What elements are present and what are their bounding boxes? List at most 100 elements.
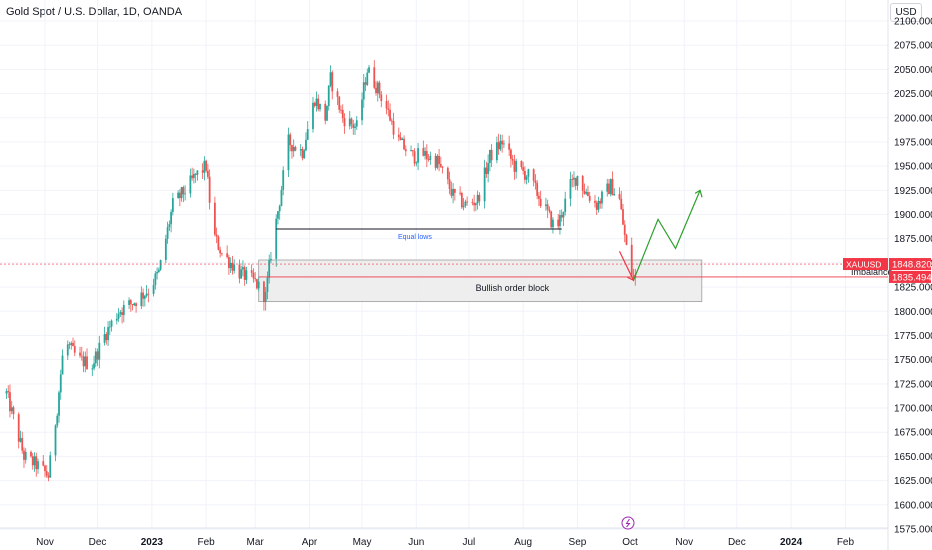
candle-body bbox=[450, 188, 453, 196]
candle-body bbox=[94, 351, 97, 364]
candle-body bbox=[594, 200, 596, 203]
candle-body bbox=[9, 392, 11, 412]
candle-body bbox=[495, 142, 498, 161]
candle-body bbox=[301, 149, 304, 159]
y-tick-label: 1725.000 bbox=[894, 379, 932, 390]
candle-body bbox=[392, 121, 395, 135]
candle-body bbox=[326, 105, 328, 121]
candle-body bbox=[157, 269, 160, 272]
candle-body bbox=[569, 179, 572, 199]
candle-body bbox=[520, 160, 523, 168]
candle-body bbox=[305, 139, 307, 151]
candle-body bbox=[490, 149, 493, 161]
candle-body bbox=[511, 158, 514, 161]
price-axis[interactable]: 1575.000 1600.000 1625.000 1650.000 1675.000… bbox=[843, 17, 932, 536]
candle-body bbox=[287, 134, 290, 171]
candle-body bbox=[515, 160, 518, 172]
candle-body bbox=[108, 326, 111, 328]
candle-body bbox=[630, 244, 633, 276]
candle-body bbox=[268, 260, 271, 278]
candle-body bbox=[380, 94, 383, 102]
candle-body bbox=[171, 198, 174, 212]
candle-body bbox=[439, 164, 442, 167]
y-tick-label: 2025.000 bbox=[894, 89, 932, 100]
order-block-label: Bullish order block bbox=[476, 283, 550, 293]
candle-body bbox=[66, 344, 69, 356]
candle-body bbox=[184, 193, 187, 195]
candle-body bbox=[252, 272, 255, 279]
y-tick-label: 1950.000 bbox=[894, 162, 932, 173]
candle-body bbox=[313, 102, 316, 106]
y-tick-label: 1600.000 bbox=[894, 500, 932, 511]
candle-body bbox=[312, 102, 314, 130]
candle-body bbox=[352, 124, 355, 128]
candle-body bbox=[539, 198, 542, 206]
candle-body bbox=[425, 151, 428, 160]
candle-body bbox=[336, 91, 339, 97]
candle-body bbox=[368, 67, 370, 73]
candle-body bbox=[47, 475, 50, 478]
candle-body bbox=[550, 211, 553, 228]
candle-body bbox=[340, 109, 342, 111]
candle-body bbox=[278, 205, 281, 212]
candle-body bbox=[417, 148, 419, 163]
candle-body bbox=[331, 72, 334, 92]
candle-body bbox=[110, 320, 113, 327]
candle-body bbox=[303, 150, 306, 159]
candle-body bbox=[460, 192, 463, 208]
candle-body bbox=[348, 118, 351, 127]
candle-body bbox=[264, 292, 267, 303]
candle-body bbox=[59, 374, 62, 393]
candles bbox=[5, 60, 637, 482]
candle-body bbox=[178, 192, 181, 199]
order-block-zone: Bullish order block bbox=[258, 259, 703, 303]
candle-body bbox=[562, 211, 565, 218]
symbol-title[interactable]: Gold Spot / U.S. Dollar, 1D, OANDA bbox=[6, 6, 183, 18]
candle-body bbox=[221, 253, 223, 255]
candle-body bbox=[410, 150, 412, 152]
candle-body bbox=[478, 194, 481, 202]
candle-body bbox=[122, 304, 125, 316]
candle-body bbox=[527, 169, 530, 177]
candle-body bbox=[299, 149, 302, 151]
candle-body bbox=[424, 151, 426, 156]
candle-body bbox=[219, 249, 222, 254]
y-tick-label: 1825.000 bbox=[894, 283, 932, 294]
candle-body bbox=[292, 146, 295, 152]
candle-body bbox=[289, 134, 292, 146]
candle-body bbox=[438, 155, 440, 165]
projection-arrow-head bbox=[694, 189, 703, 198]
candle-body bbox=[502, 143, 505, 145]
x-tick-label: Dec bbox=[728, 537, 746, 548]
time-axis[interactable]: Nov Dec 2023 Feb Mar Apr May Jun Jul Aug Sep Oct Nov… bbox=[36, 537, 854, 548]
currency-button[interactable]: USD bbox=[890, 3, 922, 22]
candle-body bbox=[45, 471, 48, 476]
candle-body bbox=[156, 271, 158, 274]
candle-body bbox=[501, 140, 504, 145]
candle-body bbox=[194, 173, 197, 175]
candle-body bbox=[315, 98, 318, 106]
candle-body bbox=[571, 179, 574, 180]
candle-body bbox=[548, 209, 551, 212]
y-tick-label: 1925.000 bbox=[894, 186, 932, 197]
candle-body bbox=[560, 215, 563, 218]
candle-body bbox=[513, 160, 516, 172]
candle-body bbox=[196, 170, 199, 175]
y-tick-label: 1650.000 bbox=[894, 452, 932, 463]
candle-body bbox=[422, 148, 425, 156]
candle-body bbox=[145, 293, 148, 296]
current-price-tag-bg bbox=[889, 258, 931, 271]
candle-body bbox=[413, 151, 416, 164]
candle-body bbox=[583, 190, 586, 194]
candle-body bbox=[254, 278, 257, 280]
candle-body bbox=[485, 167, 488, 174]
x-tick-label: Aug bbox=[514, 537, 532, 548]
candle-body bbox=[217, 236, 220, 250]
candle-body bbox=[557, 219, 560, 227]
candle-body bbox=[354, 126, 356, 128]
candle-body bbox=[448, 179, 451, 189]
y-tick-label: 1975.000 bbox=[894, 137, 932, 148]
x-tick-label: Jun bbox=[408, 537, 424, 548]
x-tick-label: 2023 bbox=[141, 537, 164, 548]
